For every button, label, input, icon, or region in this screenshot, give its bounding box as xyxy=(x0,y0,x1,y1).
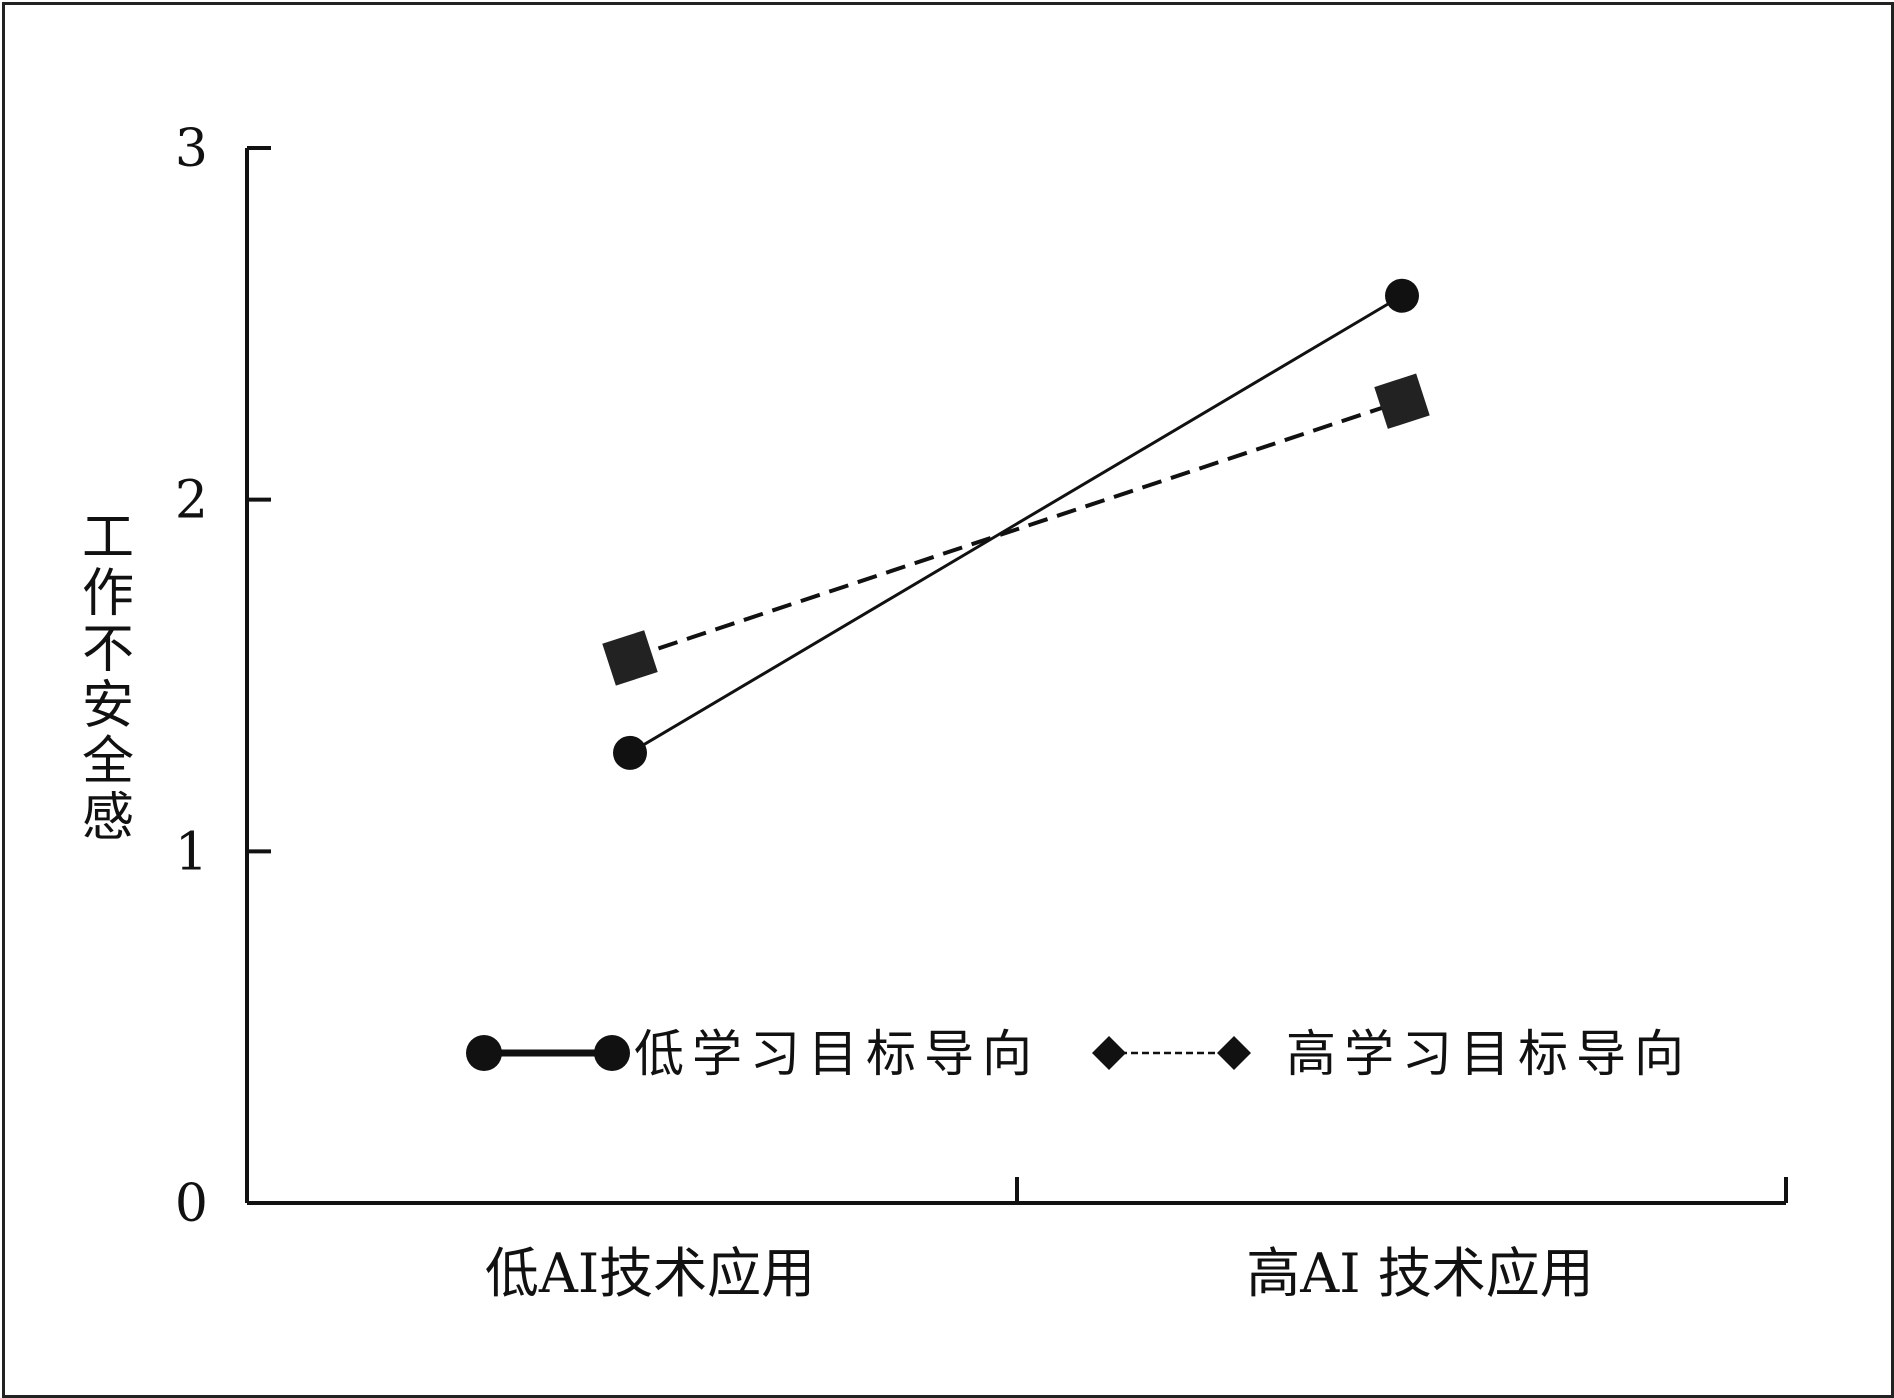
x-category-label: 低AI技术应用 xyxy=(485,1242,815,1305)
series-layer xyxy=(602,278,1430,770)
y-axis-title-char: 不 xyxy=(82,620,134,680)
y-tick-label: 1 xyxy=(175,822,208,882)
series-low-point xyxy=(1385,278,1419,313)
legend-low-marker xyxy=(594,1035,630,1071)
y-axis-title-char: 作 xyxy=(82,564,134,624)
axes: 0 1 2 3 低AI技术应用 高AI 技术应用 xyxy=(175,119,1788,1305)
series-low-point xyxy=(613,735,647,770)
legend-low-label: 低学习目标导向 xyxy=(634,1025,1040,1083)
y-axis-title-char: 安 xyxy=(82,676,134,736)
x-category-label: 高AI 技术应用 xyxy=(1246,1242,1594,1305)
y-tick-label: 0 xyxy=(175,1174,208,1234)
series-low-line xyxy=(629,294,1403,755)
y-axis-title-char: 全 xyxy=(82,732,134,792)
legend-high-marker xyxy=(1092,1036,1126,1070)
y-tick-label: 3 xyxy=(175,119,208,179)
series-high-point xyxy=(1374,373,1430,429)
series-high-line xyxy=(629,399,1403,660)
y-axis-title-char: 工 xyxy=(82,508,134,568)
y-axis-title-char: 感 xyxy=(82,788,134,848)
legend-high-label: 高学习目标导向 xyxy=(1286,1025,1692,1083)
y-tick-label: 2 xyxy=(175,471,208,531)
legend-low-marker xyxy=(466,1035,502,1071)
y-axis-label: 工作不安全感 xyxy=(82,508,134,848)
series-high-point xyxy=(602,630,658,686)
legend: 低学习目标导向 高学习目标导向 xyxy=(466,1025,1692,1083)
y-axis-title: 工作不安全感 xyxy=(82,508,134,848)
legend-high-marker xyxy=(1217,1036,1251,1070)
